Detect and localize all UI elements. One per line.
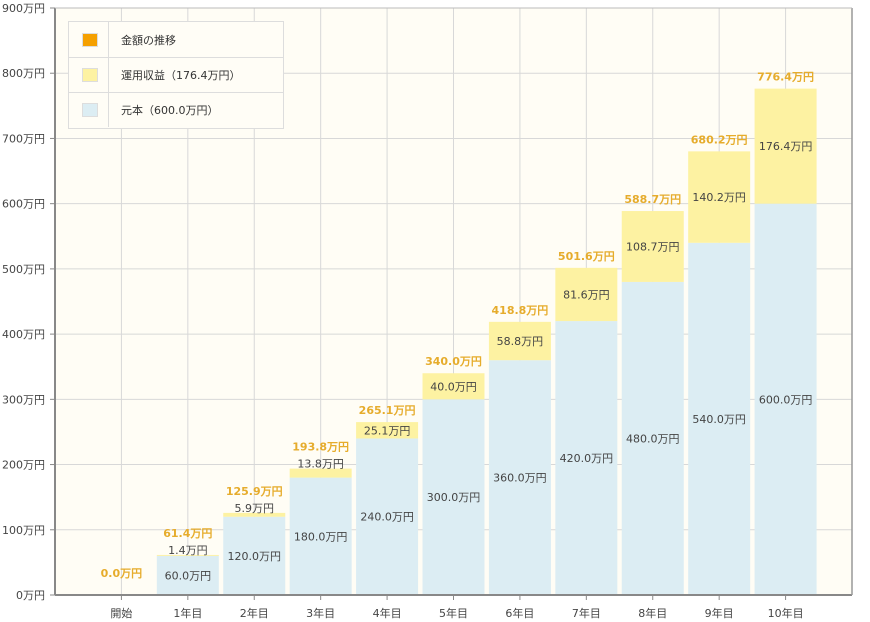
data-label-total: 125.9万円: [226, 485, 283, 498]
bar-profit: [156, 554, 219, 556]
bar-principal: [156, 555, 219, 595]
x-tick-label: 1年目: [173, 606, 202, 620]
x-tick-label: 4年目: [373, 606, 402, 620]
data-label-principal: 180.0万円: [294, 530, 348, 543]
bar-profit: [223, 512, 286, 517]
data-label-principal: 300.0万円: [427, 491, 481, 504]
data-label-total: 501.6万円: [558, 250, 615, 263]
data-label-principal: 60.0万円: [165, 569, 212, 582]
y-tick-label: 900万円: [2, 2, 45, 15]
bar-profit: [688, 151, 751, 243]
data-label-principal: 120.0万円: [228, 550, 282, 563]
data-label-principal: 420.0万円: [560, 452, 614, 465]
bar-profit: [289, 468, 352, 478]
x-tick-label: 6年目: [505, 606, 534, 620]
data-label-principal: 360.0万円: [493, 472, 547, 485]
bar-profit: [555, 267, 618, 322]
y-tick-label: 0万円: [16, 589, 45, 602]
data-label-principal: 480.0万円: [626, 432, 680, 445]
legend-item-profit[interactable]: 運用収益（176.4万円）: [69, 57, 283, 93]
data-label-profit: 13.8万円: [297, 458, 344, 471]
data-label-total: 193.8万円: [292, 441, 349, 454]
legend-swatch-total: [82, 33, 98, 47]
legend-swatch-profit: [82, 68, 98, 82]
data-label-total: 776.4万円: [757, 71, 814, 84]
y-tick-label: 500万円: [2, 263, 45, 276]
y-tick-label: 600万円: [2, 198, 45, 211]
bar-principal: [488, 360, 551, 595]
x-tick-label: 5年目: [439, 606, 468, 620]
bar-principal: [289, 477, 352, 595]
legend-label-principal: 元本（600.0万円）: [121, 104, 219, 117]
legend: 金額の推移 運用収益（176.4万円） 元本（600.0万円）: [68, 21, 284, 129]
bar-profit: [621, 211, 684, 282]
legend-label-profit: 運用収益（176.4万円）: [121, 69, 241, 82]
legend-label-total: 金額の推移: [121, 34, 176, 47]
y-tick-label: 100万円: [2, 524, 45, 537]
bar-principal: [223, 516, 286, 595]
y-tick-label: 400万円: [2, 328, 45, 341]
y-tick-label: 300万円: [2, 393, 45, 406]
data-label-total: 588.7万円: [624, 193, 681, 206]
bar-principal: [754, 203, 817, 595]
bar-principal: [688, 242, 751, 596]
data-label-profit: 1.4万円: [168, 544, 208, 557]
data-label-profit: 58.8万円: [497, 335, 544, 348]
x-tick-label: 3年目: [306, 606, 335, 620]
legend-item-total[interactable]: 金額の推移: [69, 22, 283, 58]
y-tick-label: 700万円: [2, 132, 45, 145]
x-tick-label: 2年目: [240, 606, 269, 620]
data-label-profit: 176.4万円: [759, 140, 813, 153]
legend-swatch-principal: [82, 103, 98, 117]
data-label-total: 418.8万円: [492, 304, 549, 317]
bar-principal: [356, 438, 419, 595]
bar-principal: [621, 281, 684, 595]
bar-profit: [754, 88, 817, 204]
data-label-profit: 140.2万円: [692, 191, 746, 204]
data-label-principal: 240.0万円: [360, 511, 414, 524]
data-label-total: 340.0万円: [425, 355, 482, 368]
y-tick-label: 200万円: [2, 459, 45, 472]
data-label-profit: 40.0万円: [430, 380, 477, 393]
x-tick-label: 8年目: [638, 606, 667, 620]
bar-profit: [488, 321, 551, 361]
data-label-total: 265.1万円: [359, 404, 416, 417]
legend-item-principal[interactable]: 元本（600.0万円）: [69, 92, 283, 127]
bar-principal: [555, 321, 618, 595]
data-label-principal: 540.0万円: [692, 413, 746, 426]
data-label-profit: 81.6万円: [563, 288, 610, 301]
data-label-total: 61.4万円: [163, 527, 212, 540]
bar-profit: [356, 422, 419, 439]
bar-profit: [422, 373, 485, 400]
data-label-total: 680.2万円: [691, 133, 748, 146]
data-label-total: 0.0万円: [101, 567, 143, 580]
data-label-profit: 5.9万円: [235, 502, 275, 515]
bar-principal: [422, 399, 485, 595]
x-tick-label: 7年目: [572, 606, 601, 620]
data-label-profit: 25.1万円: [364, 424, 411, 437]
x-tick-label: 10年目: [768, 606, 804, 620]
x-tick-label: 開始: [110, 606, 132, 620]
x-tick-label: 9年目: [705, 606, 734, 620]
y-tick-label: 800万円: [2, 67, 45, 80]
data-label-principal: 600.0万円: [759, 393, 813, 406]
data-label-profit: 108.7万円: [626, 240, 680, 253]
